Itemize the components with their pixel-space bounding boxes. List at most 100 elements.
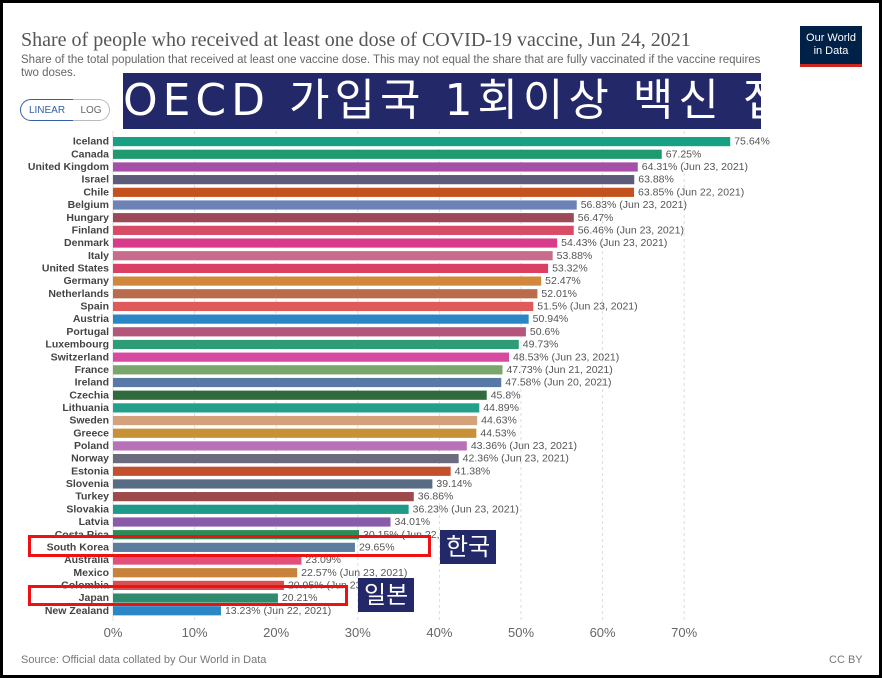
category-label: Austria bbox=[73, 313, 109, 325]
bar[interactable] bbox=[113, 530, 360, 540]
category-label: Sweden bbox=[69, 415, 109, 427]
bar[interactable] bbox=[113, 479, 433, 489]
category-label: Portugal bbox=[66, 326, 109, 338]
category-label: Spain bbox=[80, 301, 109, 313]
license-link[interactable]: CC BY bbox=[829, 654, 863, 666]
bar[interactable] bbox=[113, 504, 409, 514]
category-label: Luxembourg bbox=[45, 339, 109, 351]
value-label: 39.14% bbox=[436, 478, 472, 490]
value-label: 42.36% (Jun 23, 2021) bbox=[463, 453, 569, 465]
value-label: 56.46% (Jun 23, 2021) bbox=[578, 224, 684, 236]
value-label: 56.47% bbox=[578, 212, 614, 224]
value-label: 52.47% bbox=[545, 275, 581, 287]
category-label: Lithuania bbox=[62, 402, 109, 414]
value-label: 34.01% bbox=[395, 516, 431, 528]
bar[interactable] bbox=[113, 213, 574, 223]
bar[interactable] bbox=[113, 555, 302, 565]
x-tick-label: 70% bbox=[671, 625, 697, 640]
category-label: Chile bbox=[83, 186, 109, 198]
bar[interactable] bbox=[113, 377, 502, 388]
value-label: 53.32% bbox=[552, 263, 588, 275]
x-tick-label: 0% bbox=[104, 625, 123, 640]
value-label: 63.85% (Jun 22, 2021) bbox=[638, 186, 744, 198]
value-label: 51.5% (Jun 23, 2021) bbox=[537, 301, 637, 313]
bar[interactable] bbox=[113, 251, 553, 261]
category-label: Norway bbox=[71, 453, 109, 465]
chart-title: Share of people who received at least on… bbox=[21, 29, 691, 51]
category-label: Japan bbox=[79, 592, 109, 604]
bar[interactable] bbox=[113, 593, 278, 603]
bar[interactable] bbox=[113, 415, 478, 426]
category-label: Slovakia bbox=[66, 503, 109, 515]
chart-subtitle: Share of the total population that recei… bbox=[21, 54, 761, 79]
value-label: 36.23% (Jun 23, 2021) bbox=[413, 503, 519, 515]
value-label: 75.64% bbox=[734, 136, 770, 148]
value-label: 54.43% (Jun 23, 2021) bbox=[561, 237, 667, 249]
south-korea-highlight-box bbox=[28, 535, 431, 557]
bar[interactable] bbox=[113, 200, 577, 210]
value-label: 44.89% bbox=[483, 402, 519, 414]
bar[interactable] bbox=[113, 352, 510, 362]
bar[interactable] bbox=[113, 276, 542, 286]
korea-tag: 한국 bbox=[440, 530, 497, 564]
bar[interactable] bbox=[113, 238, 558, 248]
category-label: Greece bbox=[73, 427, 109, 439]
bar[interactable] bbox=[113, 162, 638, 172]
x-tick-label: 50% bbox=[508, 625, 534, 640]
bar[interactable] bbox=[113, 225, 574, 235]
bar[interactable] bbox=[113, 428, 477, 438]
value-label: 23.09% bbox=[305, 554, 341, 566]
bar[interactable] bbox=[113, 466, 451, 476]
value-label: 45.8% bbox=[491, 389, 521, 401]
bar[interactable] bbox=[113, 339, 519, 350]
value-label: 48.53% (Jun 23, 2021) bbox=[513, 351, 619, 363]
category-label: Denmark bbox=[64, 237, 109, 249]
value-label: 44.63% bbox=[481, 415, 517, 427]
category-label: Belgium bbox=[68, 199, 109, 211]
bar[interactable] bbox=[113, 187, 635, 197]
bar[interactable] bbox=[113, 263, 549, 273]
value-label: 29.65% bbox=[359, 541, 395, 553]
bar[interactable] bbox=[113, 137, 731, 147]
category-label: United Kingdom bbox=[28, 161, 109, 173]
bar[interactable] bbox=[113, 301, 534, 312]
bar[interactable] bbox=[113, 568, 298, 578]
value-label: 63.88% bbox=[638, 174, 674, 186]
bar[interactable] bbox=[113, 441, 467, 451]
x-tick-label: 40% bbox=[426, 625, 452, 640]
owid-logo[interactable]: Our World in Data bbox=[800, 26, 862, 67]
logo-line-2: in Data bbox=[813, 45, 849, 57]
category-label: United States bbox=[42, 263, 109, 275]
bar[interactable] bbox=[113, 149, 662, 159]
log-toggle[interactable]: LOG bbox=[73, 99, 110, 121]
value-label: 47.73% (Jun 21, 2021) bbox=[506, 364, 612, 376]
category-label: Netherlands bbox=[48, 288, 109, 300]
bar[interactable] bbox=[113, 365, 503, 375]
bar[interactable] bbox=[113, 403, 480, 413]
value-label: 43.36% (Jun 23, 2021) bbox=[471, 440, 577, 452]
category-label: Iceland bbox=[73, 136, 109, 148]
bar[interactable] bbox=[113, 517, 391, 527]
value-label: 49.73% bbox=[523, 339, 559, 351]
value-label: 50.94% bbox=[533, 313, 569, 325]
bar[interactable] bbox=[113, 289, 538, 299]
category-label: Switzerland bbox=[51, 351, 109, 363]
category-label: Poland bbox=[74, 440, 109, 452]
bar[interactable] bbox=[113, 175, 635, 185]
value-label: 44.53% bbox=[480, 427, 516, 439]
bar[interactable] bbox=[113, 542, 355, 552]
category-label: Canada bbox=[71, 148, 109, 160]
bar[interactable] bbox=[113, 390, 487, 400]
bar[interactable] bbox=[113, 314, 529, 324]
category-label: Israel bbox=[82, 174, 110, 186]
value-label: 41.38% bbox=[455, 465, 491, 477]
x-tick-label: 10% bbox=[182, 625, 208, 640]
value-label: 67.25% bbox=[666, 148, 702, 160]
bar[interactable] bbox=[113, 454, 459, 464]
bar[interactable] bbox=[113, 606, 221, 616]
value-label: 52.01% bbox=[541, 288, 577, 300]
bar[interactable] bbox=[113, 492, 414, 502]
bar[interactable] bbox=[113, 327, 526, 337]
category-label: Slovenia bbox=[66, 478, 109, 490]
x-tick-label: 60% bbox=[590, 625, 616, 640]
